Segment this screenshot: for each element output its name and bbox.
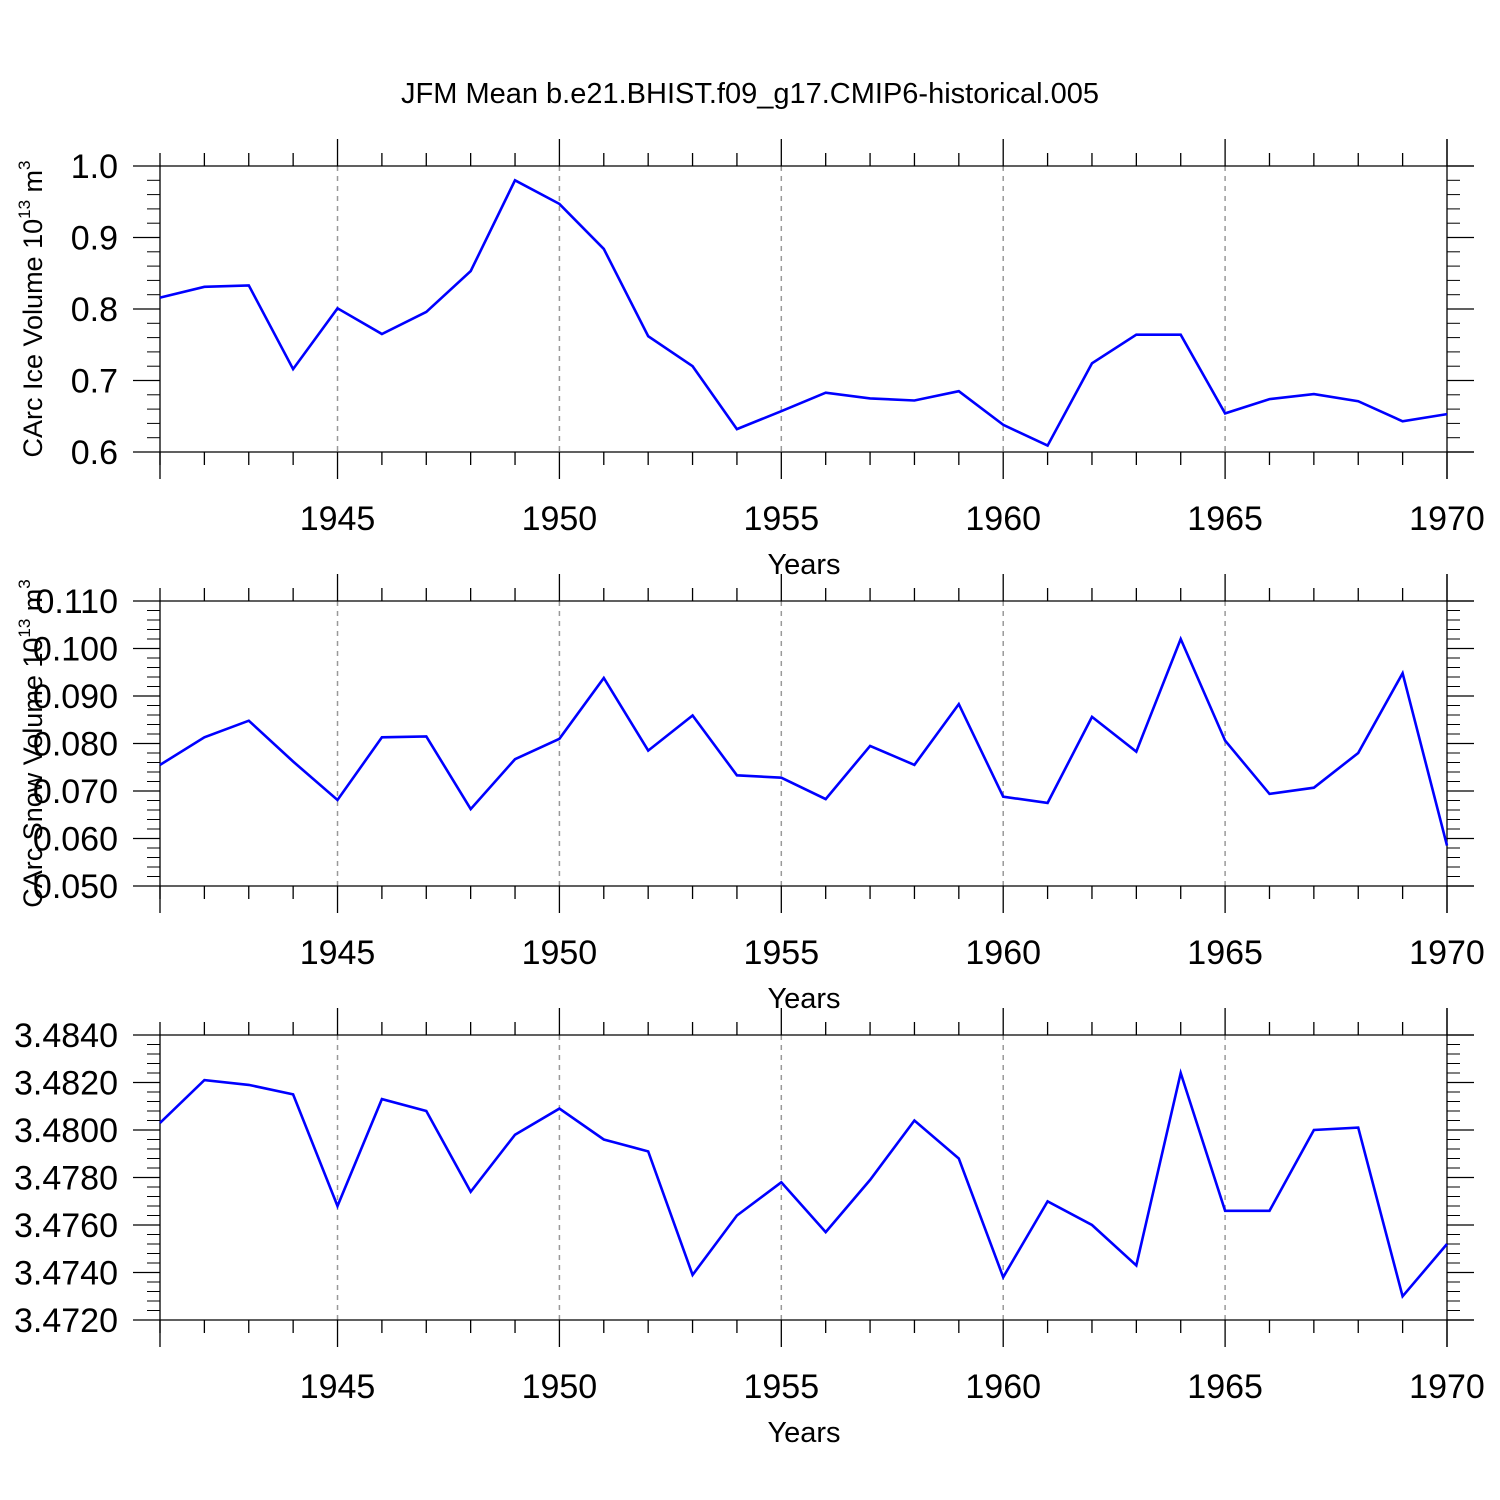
panel-1: 1945 1950 1955 1960 1965 1970 0.6 0.7 0.8 0.9 1.0 Y… (15, 139, 1485, 581)
x-tick-label: 1955 (743, 1368, 819, 1406)
y-tick-label: 0.100 (33, 631, 118, 669)
x-tick-label: 1955 (743, 934, 819, 972)
series-line (159, 635, 1449, 846)
y-tick-label: 0.7 (71, 363, 118, 401)
x-tick-label: 1970 (1409, 500, 1485, 538)
x-tick-label: 1965 (1187, 500, 1263, 538)
y-tick-label: 3.4760 (14, 1207, 118, 1245)
x-tick-label: 1950 (522, 1368, 598, 1406)
series-line (159, 1068, 1448, 1300)
x-tick-label: 1950 (522, 500, 598, 538)
y-tick-label: 3.4800 (14, 1112, 118, 1150)
x-axis-label: Years (767, 1417, 840, 1449)
y-axis-label-part: m (18, 589, 48, 619)
series-line (159, 178, 1448, 448)
x-tick-label: 1945 (300, 1368, 376, 1406)
x-tick-label: 1960 (965, 500, 1041, 538)
y-tick-label: 0.050 (33, 868, 118, 906)
x-tick-label: 1945 (300, 934, 376, 972)
x-tick-label: 1945 (300, 500, 376, 538)
y-tick-label: 0.090 (33, 678, 118, 716)
y-tick-label: 0.9 (71, 220, 118, 258)
y-tick-label: 3.4840 (14, 1017, 118, 1055)
panel-3: 1945 1950 1955 1960 1965 1970 3.4720 3.4740 3.47… (14, 1008, 1485, 1449)
y-axis-label: CArc Snow Volume 1013 m3 (15, 579, 48, 908)
y-axis-label-part: CArc Snow Volume 10 (18, 638, 48, 908)
y-tick-label: 3.4740 (14, 1255, 118, 1293)
y-axis-label: CArc Ice Volume 1013 m3 (15, 160, 48, 457)
x-tick-label: 1965 (1187, 1368, 1263, 1406)
y-tick-label: 0.080 (33, 726, 118, 764)
x-tick-label: 1960 (965, 934, 1041, 972)
y-tick-label: 0.110 (35, 583, 118, 621)
y-axis-label-part: m (18, 170, 48, 200)
x-axis-label: Years (767, 549, 840, 581)
y-tick-label: 3.4820 (14, 1065, 118, 1103)
y-tick-label: 0.8 (71, 291, 118, 329)
y-axis-label-part: 3 (15, 579, 34, 588)
figure-title: JFM Mean b.e21.BHIST.f09_g17.CMIP6-histo… (401, 78, 1099, 110)
y-axis-label-part: 13 (15, 200, 34, 219)
x-tick-label: 1955 (743, 500, 819, 538)
y-axis-label-part: 3 (15, 160, 34, 169)
y-tick-label: 0.070 (33, 773, 118, 811)
y-tick-label: 3.4720 (14, 1302, 118, 1340)
y-axis-label-part: 13 (15, 619, 34, 638)
x-tick-label: 1970 (1409, 934, 1485, 972)
y-tick-label: 0.6 (71, 434, 118, 472)
x-tick-label: 1950 (522, 934, 598, 972)
x-tick-label: 1960 (965, 1368, 1041, 1406)
y-tick-label: 0.060 (33, 821, 118, 859)
y-tick-label: 1.0 (71, 148, 118, 186)
y-axis-label-part: CArc Ice Volume 10 (18, 219, 48, 458)
x-tick-label: 1970 (1409, 1368, 1485, 1406)
x-axis-label: Years (767, 983, 840, 1015)
x-tick-label: 1965 (1187, 934, 1263, 972)
y-tick-label: 3.4780 (14, 1160, 118, 1198)
panel-2: 1945 1950 1955 1960 1965 1970 0.050 0.060 0.070 0… (15, 574, 1485, 1015)
